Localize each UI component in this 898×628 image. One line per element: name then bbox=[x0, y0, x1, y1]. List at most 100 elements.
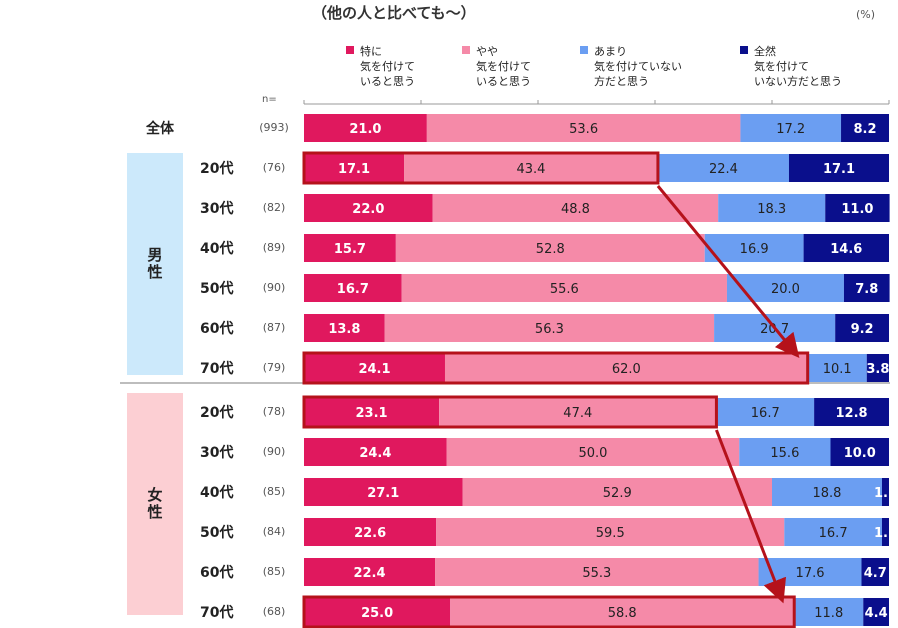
row-label: 30代 bbox=[200, 445, 234, 461]
bar-segment bbox=[814, 398, 889, 426]
bar-segment bbox=[304, 354, 445, 382]
row-n-value: (90) bbox=[262, 445, 286, 458]
bar-value-label: 22.4 bbox=[353, 566, 385, 581]
bar-value-label: 52.9 bbox=[603, 486, 632, 501]
group-label-male: 男性 bbox=[145, 247, 164, 281]
bar-segment bbox=[841, 114, 889, 142]
row-label: 20代 bbox=[200, 405, 234, 421]
bar-segment bbox=[835, 314, 889, 342]
legend-item-2: やや 気を付けて いると思う bbox=[462, 44, 531, 89]
row-n-value: (82) bbox=[262, 201, 286, 214]
legend-item-4: 全然 気を付けて いない方だと思う bbox=[740, 44, 842, 89]
highlight-box bbox=[302, 395, 718, 429]
bar-value-label: 62.0 bbox=[612, 362, 641, 377]
row-label: 40代 bbox=[200, 485, 234, 501]
row-label: 40代 bbox=[200, 241, 234, 257]
row-label: 60代 bbox=[200, 321, 234, 337]
unit-label: (%) bbox=[856, 8, 876, 21]
bar-value-label: 58.8 bbox=[608, 606, 637, 621]
row-label: 50代 bbox=[200, 281, 234, 297]
highlight-box bbox=[302, 351, 810, 385]
group-label-female: 女性 bbox=[145, 487, 164, 521]
bar-value-label: 18.8 bbox=[813, 486, 842, 501]
bar-segment bbox=[739, 438, 831, 466]
bar-value-label: 22.4 bbox=[709, 162, 738, 177]
bar-value-label: 55.3 bbox=[582, 566, 611, 581]
bar-segment bbox=[794, 598, 864, 626]
bar-segment bbox=[304, 234, 396, 262]
legend-item-3: あまり 気を付けていない 方だと思う bbox=[580, 44, 682, 89]
group-box-female: 女性 bbox=[127, 393, 183, 615]
legend-swatch-1 bbox=[346, 46, 354, 54]
legend-swatch-4 bbox=[740, 46, 748, 54]
bar-value-label: 52.8 bbox=[536, 242, 565, 257]
bar-segment bbox=[435, 558, 759, 586]
bar-segment bbox=[803, 234, 889, 262]
bar-segment bbox=[843, 274, 890, 302]
bar-segment bbox=[772, 478, 882, 506]
bar-value-label: 1.2 bbox=[874, 526, 897, 541]
bar-segment bbox=[395, 234, 705, 262]
bar-value-label: 59.5 bbox=[596, 526, 625, 541]
bar-segment bbox=[304, 114, 427, 142]
bar-segment bbox=[404, 154, 658, 182]
bar-segment bbox=[304, 558, 436, 586]
highlight-box bbox=[302, 595, 796, 628]
bar-value-label: 55.6 bbox=[550, 282, 579, 297]
bar-value-label: 15.6 bbox=[770, 446, 799, 461]
row-n-value: (78) bbox=[262, 405, 286, 418]
row-label: 70代 bbox=[200, 605, 234, 621]
bar-value-label: 13.8 bbox=[328, 322, 360, 337]
row-label: 30代 bbox=[200, 201, 234, 217]
bar-segment bbox=[426, 114, 741, 142]
legend-swatch-3 bbox=[580, 46, 588, 54]
row-n-value: (84) bbox=[262, 525, 286, 538]
row-n-value: (68) bbox=[262, 605, 286, 618]
highlight-box bbox=[302, 151, 660, 185]
legend-label-1: 特に 気を付けて いると思う bbox=[360, 45, 415, 88]
bar-segment bbox=[384, 314, 715, 342]
group-box-male: 男性 bbox=[127, 153, 183, 375]
trend-arrow bbox=[715, 429, 787, 604]
bar-segment bbox=[304, 438, 447, 466]
bar-value-label: 25.0 bbox=[361, 606, 393, 621]
bar-value-label: 11.8 bbox=[814, 606, 843, 621]
bar-segment bbox=[304, 154, 405, 182]
bar-value-label: 21.0 bbox=[349, 122, 381, 137]
bar-segment bbox=[881, 478, 889, 506]
bar-value-label: 11.0 bbox=[841, 202, 873, 217]
bar-value-label: 24.1 bbox=[358, 362, 390, 377]
bar-segment bbox=[740, 114, 842, 142]
row-label: 20代 bbox=[200, 161, 234, 177]
row-n-value: (90) bbox=[262, 281, 286, 294]
legend-swatch-2 bbox=[462, 46, 470, 54]
bar-value-label: 10.0 bbox=[844, 446, 876, 461]
row-n-value: (79) bbox=[262, 361, 286, 374]
bar-value-label: 48.8 bbox=[561, 202, 590, 217]
bar-segment bbox=[432, 194, 719, 222]
bar-value-label: 53.6 bbox=[569, 122, 598, 137]
bar-segment bbox=[716, 398, 815, 426]
bar-segment bbox=[304, 478, 463, 506]
row-label: 70代 bbox=[200, 361, 234, 377]
bar-value-label: 4.7 bbox=[864, 566, 887, 581]
bar-segment bbox=[444, 354, 808, 382]
row-n-value: (89) bbox=[262, 241, 286, 254]
bar-value-label: 1.2 bbox=[874, 486, 897, 501]
bar-segment bbox=[861, 558, 889, 586]
bar-segment bbox=[439, 398, 717, 426]
bar-segment bbox=[866, 354, 889, 382]
bar-segment bbox=[436, 518, 785, 546]
bar-segment bbox=[726, 274, 844, 302]
bar-segment bbox=[450, 598, 795, 626]
legend-label-3: あまり 気を付けていない 方だと思う bbox=[594, 45, 682, 88]
bar-value-label: 12.8 bbox=[836, 406, 868, 421]
bar-value-label: 3.8 bbox=[866, 362, 889, 377]
bar-value-label: 24.4 bbox=[359, 446, 391, 461]
bar-value-label: 17.6 bbox=[796, 566, 825, 581]
bar-segment bbox=[784, 518, 882, 546]
row-label: 全体 bbox=[146, 121, 174, 137]
row-label: 60代 bbox=[200, 565, 234, 581]
bar-segment bbox=[304, 194, 433, 222]
